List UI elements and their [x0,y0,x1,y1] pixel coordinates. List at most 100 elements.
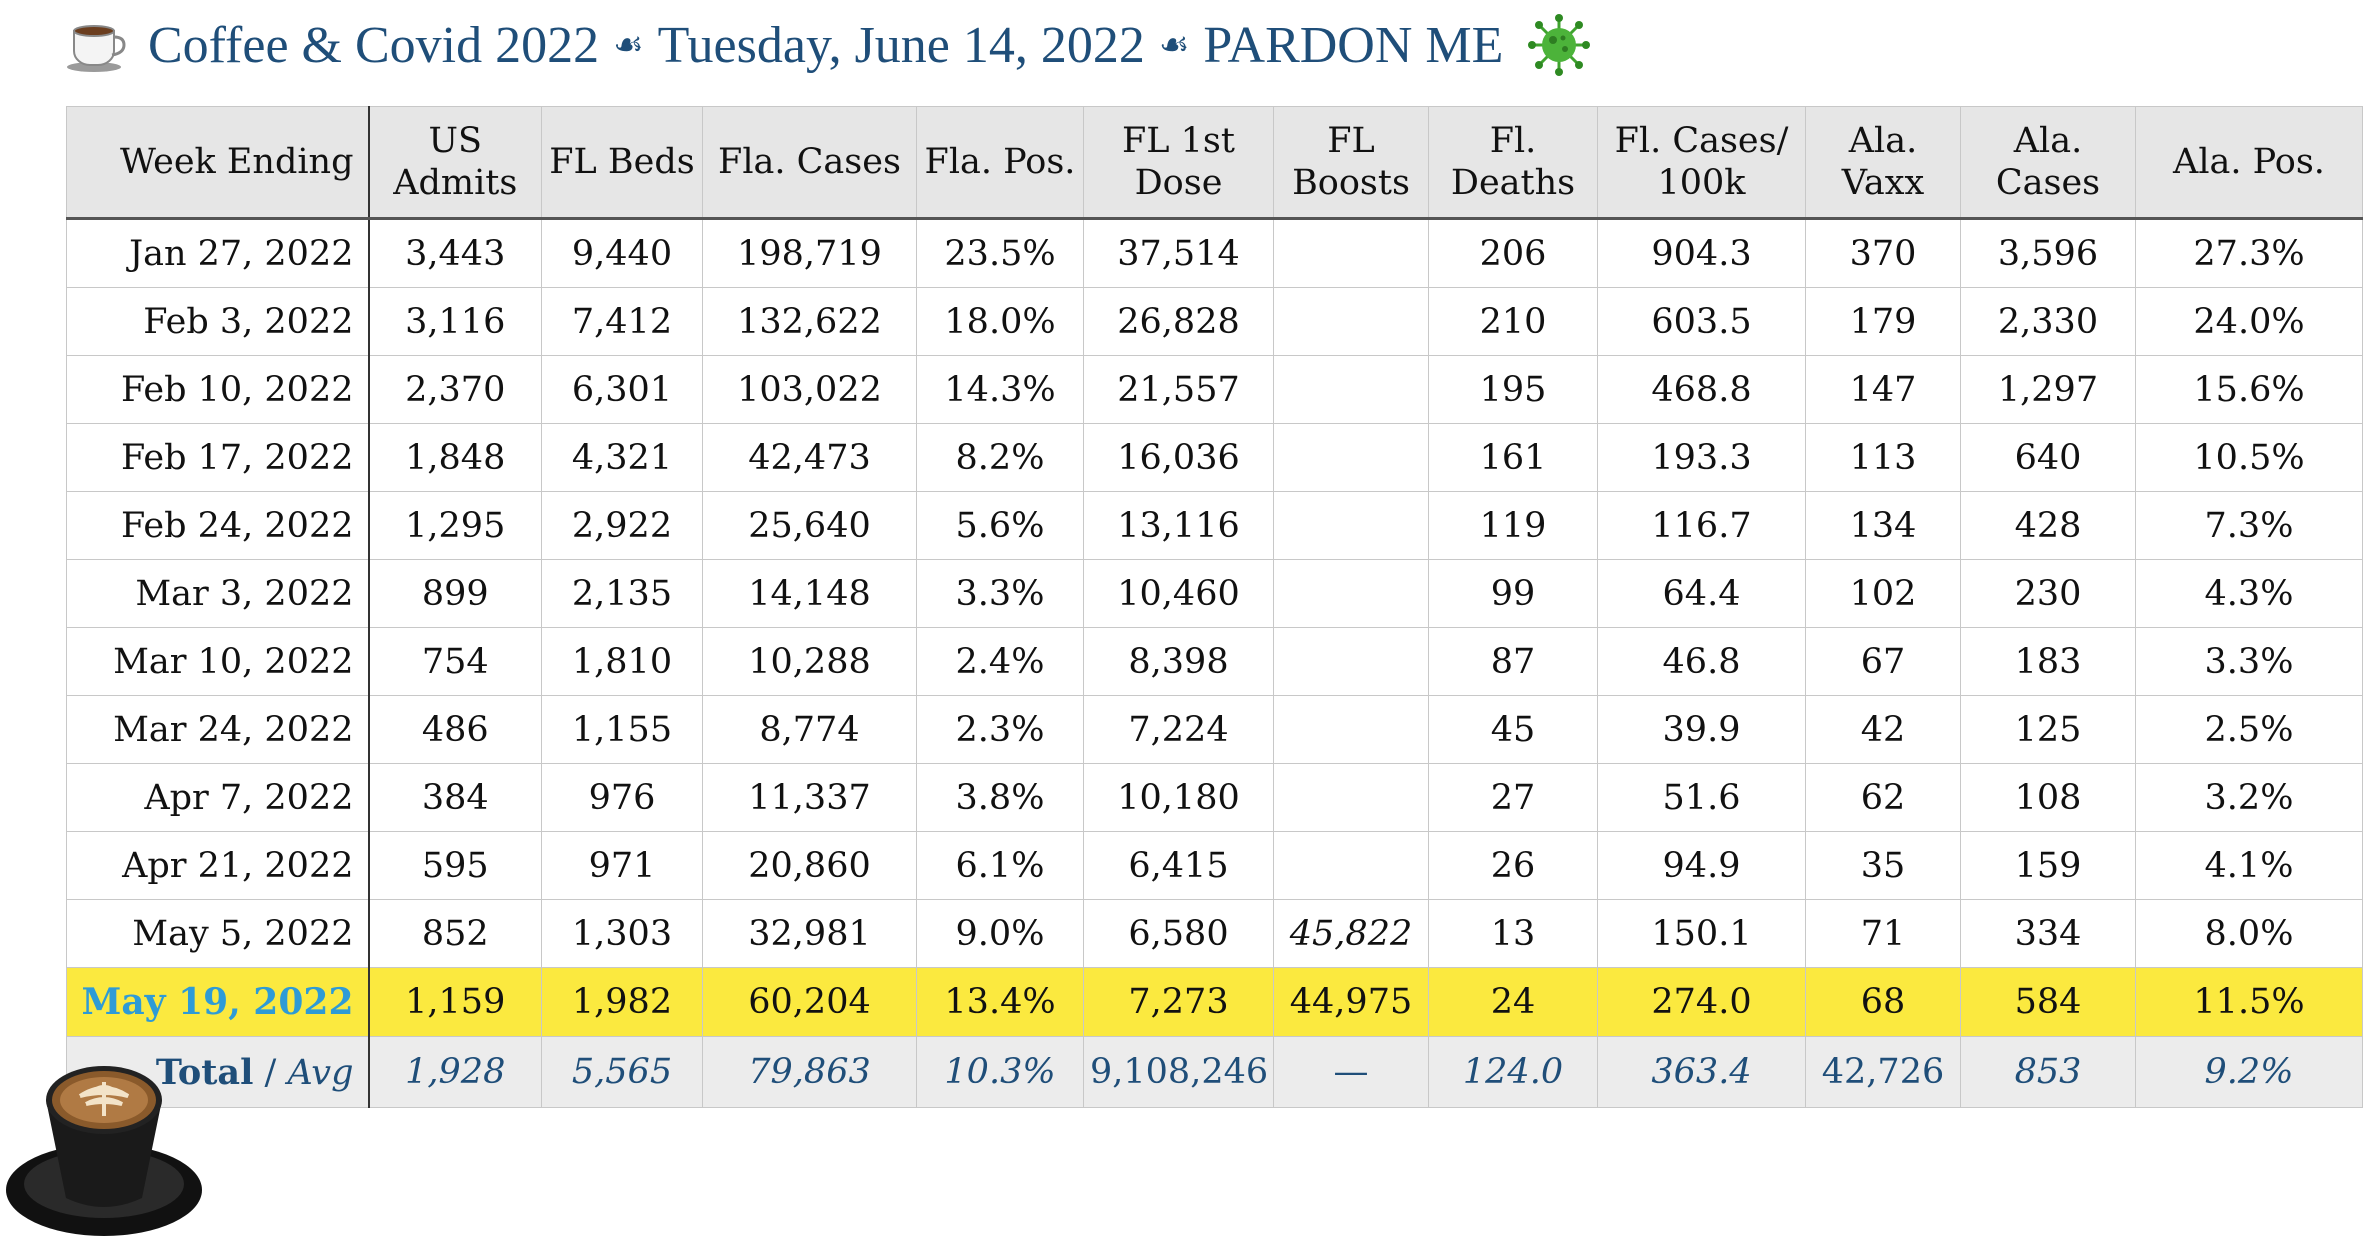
table-cell: 99 [1428,559,1598,628]
table-cell: 46.8 [1597,627,1806,696]
table-cell: 113 [1805,423,1961,492]
column-header: US Admits [368,106,542,220]
table-cell: 23.5% [916,218,1084,288]
table-cell: 16,036 [1083,423,1274,492]
table-cell [1273,355,1429,424]
table-cell: 899 [368,559,542,628]
table-cell: 60,204 [702,967,917,1037]
table-cell: 67 [1805,627,1961,696]
covid-data-table: Week Ending US Admits FL Beds Fla. Cases… [66,106,2363,1108]
table-cell: 5.6% [916,491,1084,560]
week-ending-cell: Feb 3, 2022 [66,287,370,356]
column-header: Ala. Pos. [2135,106,2363,220]
table-row: Apr 21, 2022 595 971 20,860 6.1% 6,415 26 94.9 3… [66,831,2363,900]
table-row: Mar 3, 2022 899 2,135 14,148 3.3% 10,460 99 64.… [66,559,2363,628]
table-cell: 6.1% [916,831,1084,900]
avg-label: Avg [287,1052,354,1093]
table-cell [1273,695,1429,764]
table-row: Mar 10, 2022 754 1,810 10,288 2.4% 8,398 87 46.… [66,627,2363,696]
table-cell [1273,627,1429,696]
table-cell: 27.3% [2135,218,2363,288]
table-cell: 640 [1960,423,2136,492]
table-cell: 71 [1805,899,1961,968]
coffee-photo [6,1066,202,1236]
column-header: Fl. Cases/ 100k [1597,106,1806,220]
table-row: May 5, 2022 852 1,303 32,981 9.0% 6,580 45,822… [66,899,2363,968]
table-cell: 26 [1428,831,1598,900]
week-ending-cell: Feb 24, 2022 [66,491,370,560]
table-cell: 134 [1805,491,1961,560]
table-cell: 4.1% [2135,831,2363,900]
table-cell: 8,398 [1083,627,1274,696]
table-cell: 9.0% [916,899,1084,968]
table-cell: 3,116 [368,287,542,356]
table-cell [1273,287,1429,356]
table-cell: 8.2% [916,423,1084,492]
table-cell: 26,828 [1083,287,1274,356]
table-cell: 1,155 [541,695,703,764]
table-cell: 42 [1805,695,1961,764]
table-cell: 10,288 [702,627,917,696]
table-cell: 3,443 [368,218,542,288]
table-cell: 852 [368,899,542,968]
table-cell: 103,022 [702,355,917,424]
table-cell: 2,370 [368,355,542,424]
table-cell: 1,982 [541,967,703,1037]
table-cell: 971 [541,831,703,900]
table-cell: 2,135 [541,559,703,628]
table-cell: 193.3 [1597,423,1806,492]
table-cell: 428 [1960,491,2136,560]
week-ending-cell: Mar 10, 2022 [66,627,370,696]
table-cell: 754 [368,627,542,696]
column-header-week-ending: Week Ending [66,106,370,220]
column-header: Fla. Cases [702,106,917,220]
table-cell: 274.0 [1597,967,1806,1037]
table-cell [1273,559,1429,628]
table-cell: 976 [541,763,703,832]
table-cell: 6,580 [1083,899,1274,968]
column-header: Ala. Vaxx [1805,106,1961,220]
total-cell: — [1273,1036,1429,1108]
total-separator: / [264,1052,277,1093]
table-cell: 7,412 [541,287,703,356]
table-cell: 14.3% [916,355,1084,424]
total-cell: 124.0 [1428,1036,1598,1108]
table-cell: 468.8 [1597,355,1806,424]
table-cell: 198,719 [702,218,917,288]
table-cell: 125 [1960,695,2136,764]
coffee-cup-icon [67,25,126,72]
table-cell: 62 [1805,763,1961,832]
table-cell: 44,975 [1273,967,1429,1037]
table-cell: 35 [1805,831,1961,900]
week-ending-cell: Jan 27, 2022 [66,218,370,288]
table-cell: 1,159 [368,967,542,1037]
table-cell: 11,337 [702,763,917,832]
table-cell: 1,303 [541,899,703,968]
table-cell: 3.8% [916,763,1084,832]
total-cell: 42,726 [1805,1036,1961,1108]
table-cell: 21,557 [1083,355,1274,424]
table-cell: 1,810 [541,627,703,696]
table-cell: 7,273 [1083,967,1274,1037]
table-cell: 32,981 [702,899,917,968]
table-cell: 3.3% [2135,627,2363,696]
table-cell: 210 [1428,287,1598,356]
table-cell: 1,297 [1960,355,2136,424]
table-cell: 3.2% [2135,763,2363,832]
table-cell: 24 [1428,967,1598,1037]
table-row: Jan 27, 2022 3,443 9,440 198,719 23.5% 37,514… [66,218,2363,288]
table-cell: 119 [1428,491,1598,560]
table-cell: 39.9 [1597,695,1806,764]
column-header: Ala. Cases [1960,106,2136,220]
table-cell: 206 [1428,218,1598,288]
table-cell: 8,774 [702,695,917,764]
column-header: Fl. Deaths [1428,106,1598,220]
table-cell: 183 [1960,627,2136,696]
table-cell [1273,831,1429,900]
table-cell: 1,295 [368,491,542,560]
week-ending-cell: Mar 24, 2022 [66,695,370,764]
table-cell: 37,514 [1083,218,1274,288]
table-cell: 584 [1960,967,2136,1037]
total-cell: 79,863 [702,1036,917,1108]
table-cell: 595 [368,831,542,900]
